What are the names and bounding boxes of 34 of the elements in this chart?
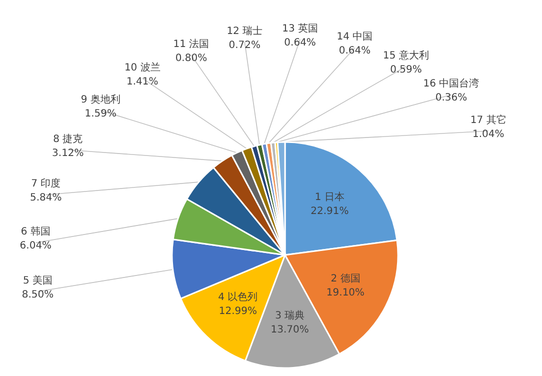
slice-label: 16 中国台湾	[423, 78, 480, 90]
slice-label: 4 以色列	[218, 290, 258, 303]
slice-label: 11 法国	[173, 38, 210, 50]
slice-label: 14 中国	[336, 30, 373, 43]
slice-label: 8 捷克	[53, 132, 83, 145]
slice-label: 9 奥地利	[80, 93, 120, 106]
slice-label: 15 意大利	[383, 49, 429, 62]
data-label: 5.84%	[30, 192, 62, 204]
slice-label: 1 日本	[314, 191, 344, 204]
data-label: 1.04%	[472, 129, 504, 140]
data-label: 1.41%	[126, 76, 158, 88]
data-label: 0.64%	[338, 46, 371, 57]
data-label: 13.70%	[270, 324, 309, 336]
slice-label: 17 其它	[470, 114, 506, 126]
slice-label: 12 瑞士	[226, 24, 263, 37]
data-label: 12.99%	[218, 306, 258, 317]
slice-label: 10 波兰	[124, 61, 160, 74]
data-label: 19.10%	[326, 288, 365, 299]
data-label: 0.59%	[390, 64, 422, 76]
data-label: 0.72%	[228, 40, 261, 51]
data-label: 22.91%	[310, 206, 349, 218]
data-label: 0.64%	[284, 37, 316, 48]
slice-label: 5 美国	[22, 274, 53, 287]
data-label: 0.36%	[435, 92, 468, 104]
slice-label: 13 英国	[282, 22, 318, 34]
data-label: 3.12%	[52, 148, 84, 159]
data-label: 1.59%	[84, 108, 117, 120]
slice-label: 7 印度	[31, 178, 61, 190]
data-label: 0.80%	[175, 53, 208, 64]
slice-label: 3 瑞典	[275, 310, 305, 322]
slice-label: 2 德国	[330, 274, 360, 285]
data-label: 8.50%	[22, 290, 54, 301]
data-label: 6.04%	[20, 240, 52, 252]
slice-label: 6 韩国	[20, 226, 50, 238]
